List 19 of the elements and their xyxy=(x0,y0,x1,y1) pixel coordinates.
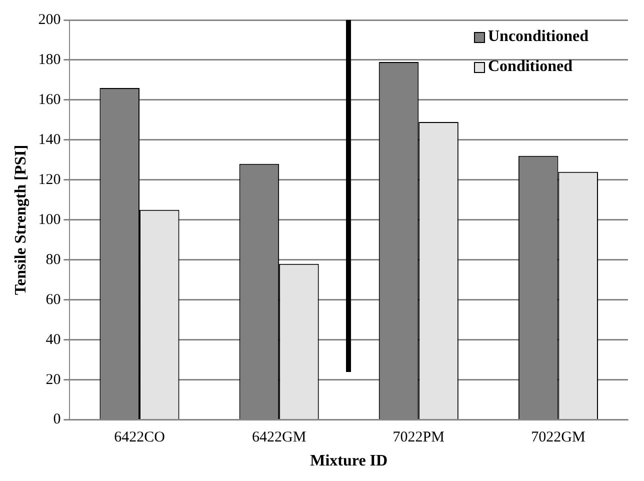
y-tick-label: 120 xyxy=(38,172,61,188)
legend-label: Conditioned xyxy=(488,58,572,76)
x-tick-label: 6422GM xyxy=(252,430,306,446)
x-tick-label: 7022GM xyxy=(531,430,586,446)
y-tick-label: 40 xyxy=(46,332,61,348)
y-tick-label: 60 xyxy=(46,292,61,308)
x-tick-label: 7022PM xyxy=(392,430,444,446)
x-tick-label: 6422CO xyxy=(114,430,166,446)
y-tick-label: 100 xyxy=(38,212,61,228)
y-tick-label: 180 xyxy=(38,52,61,68)
y-tick-label: 0 xyxy=(53,412,61,428)
y-tick-label: 160 xyxy=(38,92,61,108)
legend-label: Unconditioned xyxy=(488,28,588,46)
x-axis-title: Mixture ID xyxy=(310,452,388,470)
y-axis-title: Tensile Strength [PSI] xyxy=(12,144,30,296)
y-tick-label: 200 xyxy=(38,12,61,28)
y-tick-label: 140 xyxy=(38,132,61,148)
y-tick-label: 20 xyxy=(46,372,61,388)
y-tick-label: 80 xyxy=(46,252,61,268)
